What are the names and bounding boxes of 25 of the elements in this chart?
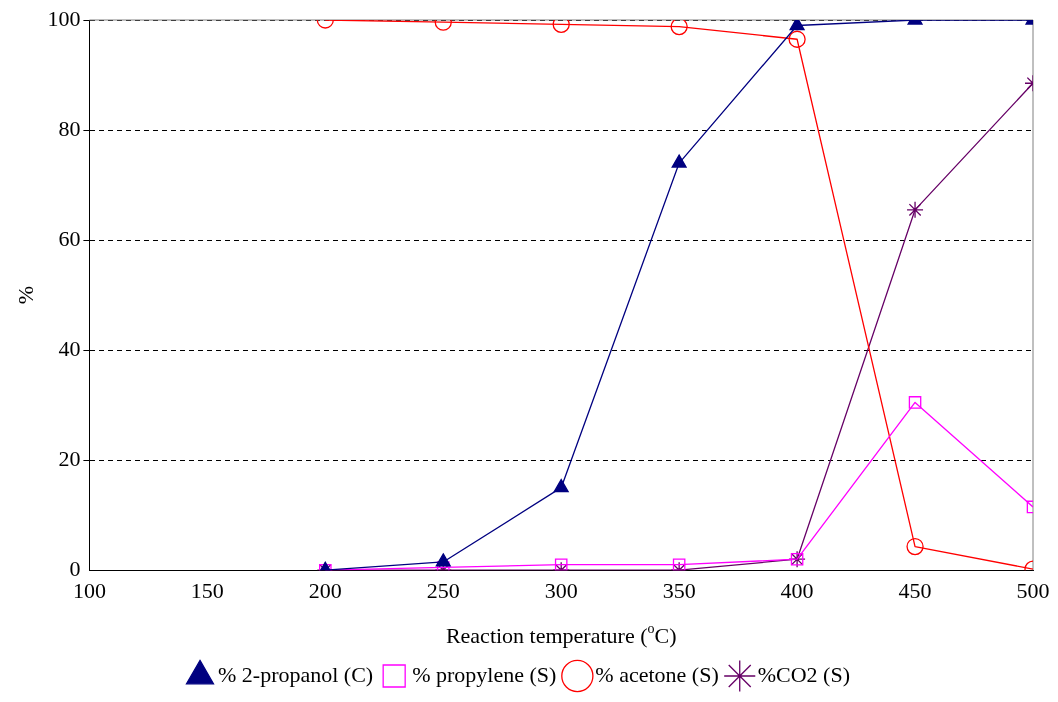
point	[908, 396, 922, 409]
y-tick-label: 20	[58, 445, 81, 471]
x-tick-label: 200	[308, 578, 342, 604]
x-tick-label: 250	[426, 578, 460, 604]
y-tick-label: 0	[69, 555, 81, 581]
y-tick-label: 80	[58, 115, 81, 141]
y-axis-title: %	[12, 285, 38, 305]
legend-label: % acetone (S)	[595, 661, 719, 687]
x-tick-label: 300	[544, 578, 578, 604]
x-tick-label: 150	[190, 578, 224, 604]
point	[553, 479, 569, 493]
y-tick-label: 40	[58, 335, 81, 361]
legend-label: %CO2 (S)	[757, 661, 851, 687]
point	[906, 537, 924, 556]
x-tick-label: 500	[1016, 578, 1050, 604]
x-tick-label: 400	[780, 578, 814, 604]
point	[906, 201, 924, 219]
y-tick-label: 100	[47, 5, 81, 31]
legend-label: % 2-propanol (C)	[217, 661, 374, 687]
point	[435, 553, 451, 567]
y-tick-label: 60	[58, 225, 81, 251]
x-tick-label: 450	[898, 578, 932, 604]
legend-label: % propylene (S)	[412, 661, 557, 687]
x-tick-label: 350	[662, 578, 696, 604]
point	[670, 20, 688, 36]
